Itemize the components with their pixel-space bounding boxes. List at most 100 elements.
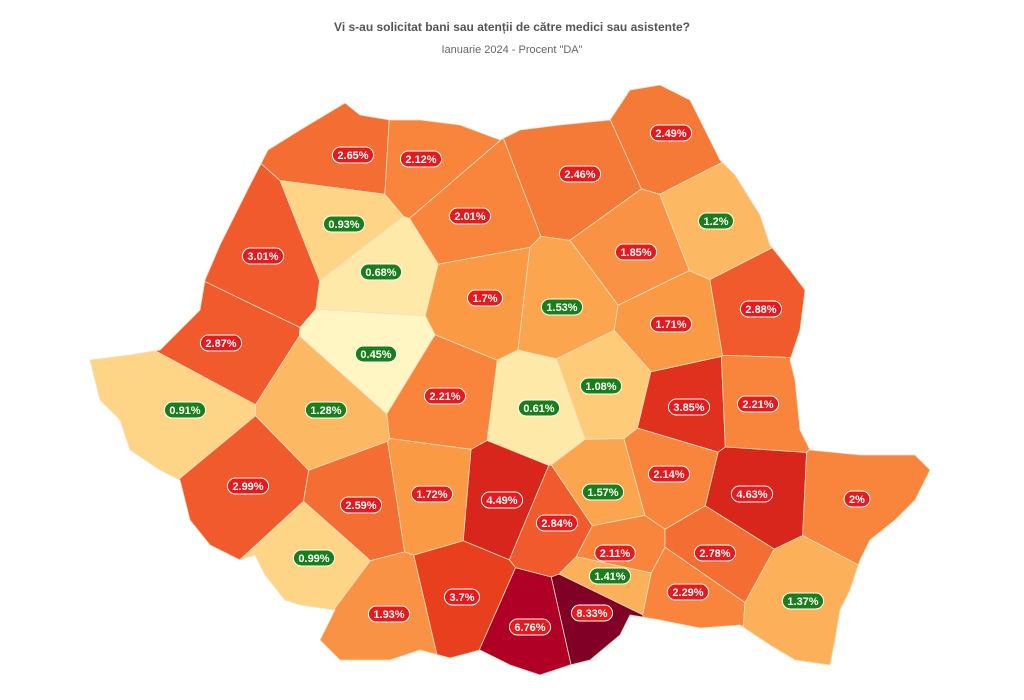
badge-text: 1.71% bbox=[655, 319, 686, 331]
badge-text: 2.49% bbox=[655, 128, 686, 140]
value-badge: 0.93% bbox=[322, 215, 366, 233]
badge-text: 2.84% bbox=[541, 518, 572, 530]
badge-background bbox=[339, 496, 383, 514]
badge-background bbox=[739, 300, 783, 318]
value-badge: 2.49% bbox=[649, 124, 693, 142]
badge-text: 1.85% bbox=[620, 247, 651, 259]
badge-text: 2.21% bbox=[429, 391, 460, 403]
value-badge: 1.57% bbox=[581, 483, 625, 501]
map-title: Vi s-au solicitat bani sau atenții de că… bbox=[334, 20, 690, 34]
badge-background bbox=[304, 401, 348, 419]
badge-text: 2.21% bbox=[742, 399, 773, 411]
badge-background bbox=[667, 398, 711, 416]
badge-background bbox=[466, 289, 504, 307]
badge-text: 0.45% bbox=[360, 349, 391, 361]
labels: 2.65% 2.12% 2.46% 2.49% 0.93% 2.01% 1.2% 3.01% 0… bbox=[163, 124, 871, 636]
badge-background bbox=[226, 477, 270, 495]
value-badge: 2.12% bbox=[399, 150, 443, 168]
value-badge: 1.37% bbox=[781, 592, 825, 610]
badge-background bbox=[199, 334, 243, 352]
badge-text: 2.87% bbox=[205, 338, 236, 350]
badge-text: 6.76% bbox=[514, 622, 545, 634]
value-badge: 2.21% bbox=[736, 395, 780, 413]
value-badge: 2.84% bbox=[535, 514, 579, 532]
value-badge: 2.01% bbox=[448, 207, 492, 225]
badge-text: 0.91% bbox=[169, 405, 200, 417]
badge-background bbox=[781, 592, 825, 610]
value-badge: 0.99% bbox=[292, 549, 336, 567]
value-badge: 4.63% bbox=[730, 485, 774, 503]
badge-text: 2.14% bbox=[653, 469, 684, 481]
value-badge: 1.41% bbox=[588, 567, 632, 585]
value-badge: 2.65% bbox=[331, 146, 375, 164]
badge-text: 1.93% bbox=[373, 609, 404, 621]
badge-background bbox=[354, 345, 398, 363]
value-badge: 1.2% bbox=[697, 212, 735, 230]
value-badge: 0.45% bbox=[354, 345, 398, 363]
value-badge: 1.72% bbox=[410, 485, 454, 503]
value-badge: 3.01% bbox=[241, 247, 285, 265]
value-badge: 1.53% bbox=[540, 298, 584, 316]
badge-background bbox=[649, 124, 693, 142]
value-badge: 0.61% bbox=[517, 399, 561, 417]
badge-background bbox=[517, 399, 561, 417]
badge-text: 8.33% bbox=[576, 608, 607, 620]
badge-background bbox=[480, 491, 524, 509]
badge-background bbox=[241, 247, 285, 265]
counties bbox=[89, 84, 931, 676]
value-badge: 2.78% bbox=[693, 544, 737, 562]
value-badge: 2.87% bbox=[199, 334, 243, 352]
value-badge: 1.08% bbox=[579, 377, 623, 395]
badge-background bbox=[666, 583, 710, 601]
value-badge: 2.88% bbox=[739, 300, 783, 318]
badge-background bbox=[588, 567, 632, 585]
badge-text: 1.37% bbox=[787, 596, 818, 608]
badge-background bbox=[697, 212, 735, 230]
badge-text: 0.93% bbox=[328, 219, 359, 231]
badge-background bbox=[163, 401, 207, 419]
value-badge: 1.93% bbox=[367, 605, 411, 623]
value-badge: 8.33% bbox=[570, 604, 614, 622]
value-badge: 2.11% bbox=[594, 544, 636, 562]
badge-background bbox=[540, 298, 584, 316]
badge-text: 2.65% bbox=[337, 150, 368, 162]
badge-background bbox=[581, 483, 625, 501]
value-badge: 2.59% bbox=[339, 496, 383, 514]
badge-text: 0.68% bbox=[365, 267, 396, 279]
value-badge: 1.7% bbox=[466, 289, 504, 307]
badge-background bbox=[649, 315, 693, 333]
badge-text: 3.85% bbox=[673, 402, 704, 414]
badge-text: 3.01% bbox=[247, 251, 278, 263]
badge-text: 2.29% bbox=[672, 587, 703, 599]
badge-text: 2.78% bbox=[699, 548, 730, 560]
value-badge: 3.85% bbox=[667, 398, 711, 416]
value-badge: 2.14% bbox=[647, 465, 691, 483]
badge-background bbox=[594, 544, 636, 562]
value-badge: 2.99% bbox=[226, 477, 270, 495]
badge-background bbox=[693, 544, 737, 562]
value-badge: 0.68% bbox=[359, 263, 403, 281]
badge-text: 2.59% bbox=[345, 500, 376, 512]
badge-background bbox=[579, 377, 623, 395]
badge-text: 1.08% bbox=[585, 381, 616, 393]
badge-text: 3.7% bbox=[449, 592, 474, 604]
badge-background bbox=[423, 387, 467, 405]
badge-text: 1.2% bbox=[703, 216, 728, 228]
value-badge: 1.85% bbox=[614, 243, 658, 261]
badge-text: 1.7% bbox=[472, 293, 497, 305]
badge-text: 2.99% bbox=[232, 481, 263, 493]
badge-text: 2.88% bbox=[745, 304, 776, 316]
badge-text: 2.01% bbox=[454, 211, 485, 223]
value-badge: 0.91% bbox=[163, 401, 207, 419]
value-badge: 4.49% bbox=[480, 491, 524, 509]
map-subtitle: Ianuarie 2024 - Procent "DA" bbox=[441, 44, 582, 56]
badge-text: 2.12% bbox=[405, 154, 436, 166]
badge-text: 2.11% bbox=[600, 548, 631, 560]
badge-background bbox=[843, 490, 871, 508]
value-badge: 3.7% bbox=[443, 588, 481, 606]
badge-background bbox=[508, 618, 552, 636]
badge-background bbox=[331, 146, 375, 164]
badge-text: 1.72% bbox=[416, 489, 447, 501]
badge-background bbox=[410, 485, 454, 503]
